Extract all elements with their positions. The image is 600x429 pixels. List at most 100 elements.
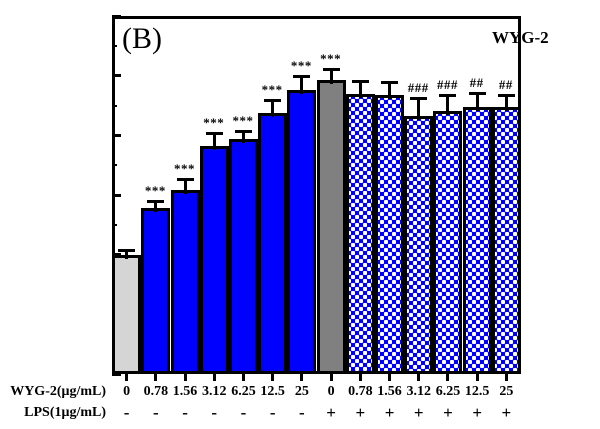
error-bar-cap — [205, 132, 223, 136]
error-bar-cap — [410, 96, 428, 100]
bar — [404, 116, 434, 374]
x-label-dose: 0 — [327, 384, 335, 399]
x-label-lps: + — [355, 403, 366, 422]
x-label-dose: 12.5 — [464, 384, 490, 399]
bar — [228, 138, 258, 374]
bar-group: ## — [491, 16, 521, 374]
x-tick — [504, 374, 508, 381]
x-tick — [125, 374, 129, 381]
bar-group: ## — [462, 16, 492, 374]
bars-layer: *** *** *** *** *** *** *** ### ### ## ## — [112, 16, 521, 374]
error-bar-cap — [439, 94, 457, 98]
bar-group — [375, 16, 405, 374]
bar-group: *** — [170, 16, 200, 374]
y-tick-minor — [112, 223, 117, 226]
x-label-dose: 3.12 — [202, 384, 227, 399]
error-bar-stem — [388, 84, 392, 99]
significance-marker: *** — [290, 58, 312, 74]
error-bar-stem — [300, 78, 304, 94]
x-label-dose: 1.56 — [172, 384, 198, 399]
bar — [170, 190, 200, 374]
bar — [258, 112, 288, 374]
significance-marker: ### — [407, 79, 429, 95]
significance-marker: *** — [174, 160, 196, 176]
x-label-dose: 25 — [499, 384, 514, 399]
error-bar-cap — [381, 81, 399, 85]
error-bar-stem — [504, 97, 508, 111]
error-bar-cap — [497, 94, 515, 98]
bar-group — [345, 16, 375, 374]
y-tick-major — [112, 193, 121, 197]
error-bar-cap — [468, 91, 486, 95]
x-tick — [154, 374, 158, 381]
error-bar-cap — [322, 67, 340, 71]
x-tick — [241, 374, 245, 381]
x-label-dose: 0 — [123, 384, 131, 399]
x-label-lps: + — [413, 403, 424, 422]
y-tick-major — [112, 74, 121, 78]
y-tick-major — [112, 372, 121, 376]
error-bar-stem — [329, 70, 333, 85]
bar — [112, 254, 142, 374]
x-label-dose: 25 — [294, 384, 309, 399]
x-tick — [388, 374, 392, 381]
sample-name-annotation: WYG-2 — [492, 28, 549, 47]
bar-group: *** — [199, 16, 229, 374]
bar — [375, 94, 405, 374]
bar-group — [112, 16, 142, 374]
x-label-lps: - — [152, 403, 159, 422]
panel-label: (B) — [122, 22, 162, 55]
x-tick — [446, 374, 450, 381]
error-bar-stem — [358, 82, 362, 98]
x-label-lps: - — [240, 403, 247, 422]
error-bar-stem — [183, 180, 187, 195]
x-tick — [329, 374, 333, 381]
error-bar-stem — [271, 101, 275, 117]
bar-group: *** — [258, 16, 288, 374]
significance-marker: ## — [498, 77, 513, 93]
significance-marker: *** — [232, 112, 254, 128]
error-bar-stem — [125, 252, 129, 259]
bar — [462, 106, 492, 374]
bar-group: ### — [404, 16, 434, 374]
y-tick-major — [112, 253, 121, 257]
x-label-dose: 12.5 — [260, 384, 285, 399]
significance-marker: *** — [144, 183, 166, 199]
bar-group: *** — [228, 16, 258, 374]
x-tick — [358, 374, 362, 381]
x-label-lps: + — [443, 403, 453, 422]
x-tick — [475, 374, 479, 381]
y-tick-minor — [112, 164, 117, 167]
error-bar-stem — [241, 132, 245, 143]
row-header-lps: LPS(1μg/mL) — [24, 405, 106, 420]
error-bar-stem — [212, 135, 216, 151]
x-tick — [183, 374, 187, 381]
significance-marker: *** — [203, 115, 225, 131]
error-bar-cap — [351, 79, 369, 83]
x-label-lps: + — [501, 403, 512, 422]
x-label-lps: - — [182, 403, 188, 422]
x-label-lps: - — [123, 403, 130, 422]
x-tick — [417, 374, 421, 381]
x-label-dose: 6.25 — [435, 384, 461, 399]
x-label-dose: 0.78 — [348, 384, 373, 399]
bar — [491, 106, 521, 374]
x-label-lps: - — [211, 403, 218, 422]
bar-group: ### — [433, 16, 463, 374]
error-bar-cap — [118, 249, 136, 253]
x-label-lps: + — [472, 403, 483, 422]
x-tick — [212, 374, 216, 381]
x-label-lps: - — [299, 403, 305, 422]
error-bar-stem — [446, 97, 450, 116]
significance-marker: *** — [261, 81, 283, 97]
bar — [141, 208, 171, 374]
error-bar-stem — [475, 94, 479, 111]
error-bar-stem — [417, 99, 421, 121]
x-label-lps: + — [384, 403, 395, 422]
row-header-dose: WYG-2(μg/mL) — [10, 384, 106, 399]
bar-group: *** — [141, 16, 171, 374]
x-tick — [300, 374, 304, 381]
bar — [287, 90, 317, 374]
y-tick-major — [112, 14, 121, 18]
